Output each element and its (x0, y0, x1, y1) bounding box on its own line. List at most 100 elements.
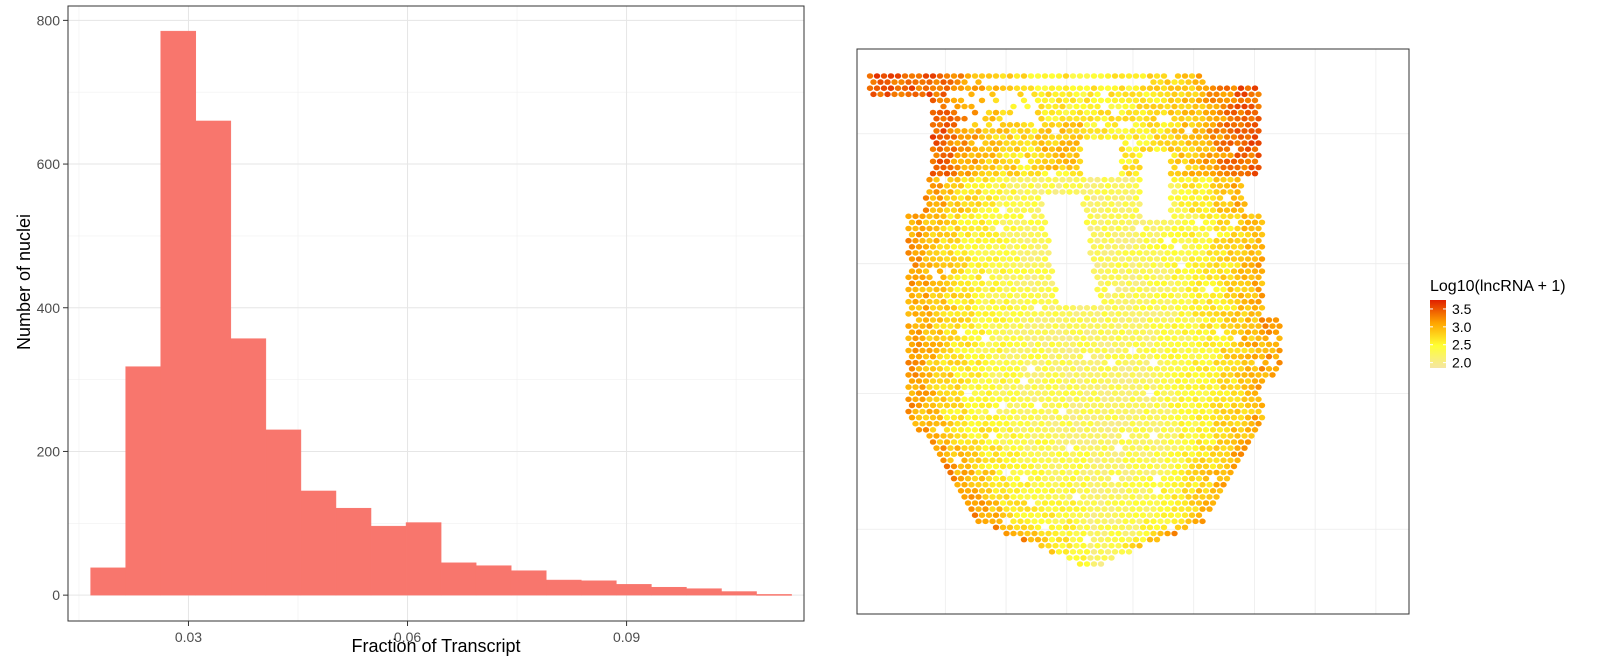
spatial-spot (1209, 146, 1217, 152)
spatial-spot (908, 73, 916, 79)
spatial-spot (891, 79, 898, 85)
spatial-spot (1027, 305, 1035, 311)
spatial-spot (1118, 195, 1126, 201)
spatial-spot (1206, 213, 1213, 220)
spatial-spot (1062, 341, 1070, 348)
spatial-spot (1090, 549, 1098, 555)
spatial-spot (905, 274, 912, 281)
spatial-spot (964, 402, 972, 409)
spatial-spot (1006, 439, 1014, 445)
spatial-spot (1111, 122, 1119, 128)
spatial-spot (1069, 366, 1077, 372)
spatial-spot (1258, 268, 1266, 275)
spatial-spot (936, 158, 944, 165)
spatial-spot (1017, 433, 1024, 439)
spatial-spot (954, 408, 961, 415)
spatial-spot (1097, 488, 1105, 494)
spatial-spot (1160, 414, 1168, 421)
spatial-spot (908, 353, 916, 360)
spatial-spot (1038, 396, 1045, 403)
spatial-spot (1087, 91, 1094, 98)
spatial-spot (1031, 213, 1038, 220)
spatial-spot (1069, 463, 1077, 470)
spatial-spot (1076, 97, 1084, 104)
spatial-spot (908, 305, 916, 311)
spatial-spot (1146, 402, 1154, 409)
spatial-spot (1031, 420, 1038, 427)
spatial-spot (1150, 311, 1157, 317)
spatial-spot (1073, 103, 1080, 110)
spatial-spot (1066, 152, 1073, 159)
spatial-spot (1094, 225, 1101, 232)
spatial-spot (1069, 390, 1077, 397)
spatial-spot (926, 335, 933, 342)
spatial-spot (1234, 213, 1241, 220)
spatial-spot (1223, 207, 1231, 213)
spatial-spot (1244, 366, 1252, 372)
spatial-spot (1069, 341, 1077, 348)
spatial-spot (1101, 445, 1108, 451)
spatial-spot (1223, 317, 1231, 323)
spatial-spot (1059, 152, 1066, 159)
spatial-spot (978, 353, 986, 360)
spatial-spot (940, 164, 947, 171)
spatial-spot (1181, 512, 1189, 518)
spatial-spot (1041, 146, 1049, 152)
spatial-spot (957, 390, 965, 397)
spatial-spot (1181, 158, 1189, 165)
spatial-spot (978, 207, 986, 213)
spatial-spot (1202, 341, 1210, 348)
spatial-spot (992, 134, 1000, 140)
spatial-spot (1129, 225, 1136, 232)
spatial-spot (1034, 353, 1042, 360)
spatial-spot (957, 414, 965, 421)
spatial-spot (1241, 237, 1248, 244)
spatial-spot (1048, 512, 1056, 518)
spatial-spot (1115, 323, 1122, 329)
spatial-spot (1076, 329, 1084, 336)
spatial-spot (1003, 213, 1010, 220)
spatial-spot (1139, 402, 1147, 409)
spatial-spot (1227, 201, 1234, 207)
spatial-spot (982, 457, 989, 464)
spatial-spot (1010, 506, 1017, 512)
spatial-spot (1167, 219, 1175, 226)
spatial-spot (1202, 158, 1210, 165)
spatial-spot (1178, 140, 1185, 146)
spatial-spot (982, 128, 989, 134)
spatial-spot (1010, 225, 1017, 232)
spatial-spot (1230, 244, 1238, 250)
spatial-spot (1227, 457, 1234, 464)
spatial-spot (1216, 146, 1224, 152)
spatial-spot (1164, 274, 1171, 281)
spatial-spot (1136, 103, 1143, 110)
spatial-spot (1265, 353, 1273, 360)
spatial-spot (1111, 414, 1119, 421)
spatial-spot (1080, 189, 1087, 195)
spatial-spot (1223, 170, 1231, 177)
spatial-spot (940, 445, 947, 451)
spatial-spot (922, 378, 930, 384)
spatial-spot (1020, 536, 1028, 543)
spatial-spot (1206, 396, 1213, 403)
spatial-spot (1160, 329, 1168, 336)
colorbar (1430, 300, 1446, 368)
spatial-spot (1125, 219, 1133, 226)
spatial-spot (1209, 122, 1217, 128)
spatial-spot (1108, 128, 1115, 134)
spatial-spot (1108, 555, 1115, 561)
spatial-spot (1199, 128, 1206, 134)
spatial-spot (1083, 402, 1091, 409)
spatial-spot (1220, 152, 1227, 159)
spatial-spot (1052, 445, 1059, 451)
spatial-spot (1097, 439, 1105, 445)
spatial-spot (1048, 451, 1056, 458)
spatial-spot (1024, 469, 1031, 476)
spatial-spot (1066, 335, 1073, 342)
spatial-spot (1094, 530, 1101, 537)
spatial-spot (1146, 329, 1154, 336)
spatial-spot (1090, 561, 1098, 567)
spatial-spot (1027, 256, 1035, 262)
spatial-spot (1031, 201, 1038, 207)
spatial-spot (1027, 512, 1035, 518)
